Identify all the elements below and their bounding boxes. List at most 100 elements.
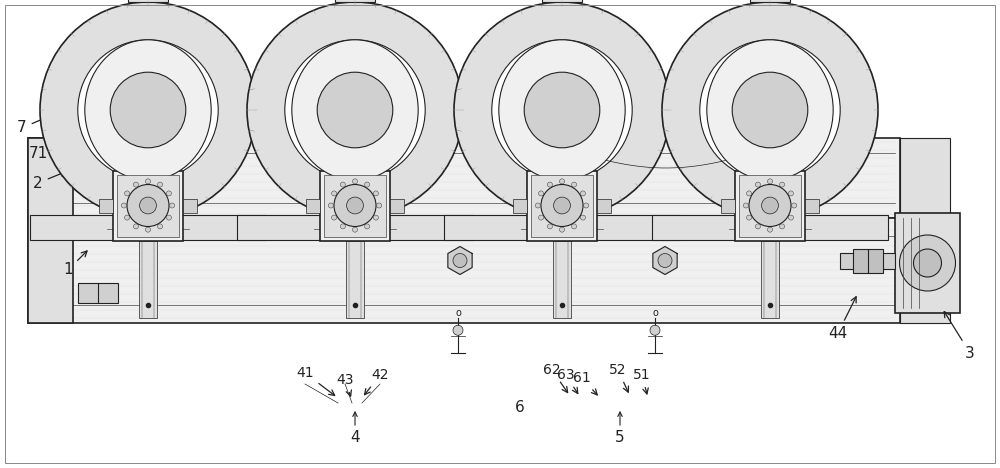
Circle shape — [454, 2, 670, 218]
Bar — [103, 220, 193, 238]
Ellipse shape — [499, 40, 625, 180]
Circle shape — [584, 203, 589, 208]
Circle shape — [158, 182, 163, 187]
Circle shape — [572, 224, 577, 229]
Circle shape — [580, 215, 585, 220]
Text: 43: 43 — [336, 373, 354, 396]
Circle shape — [166, 215, 171, 220]
Circle shape — [559, 227, 565, 232]
Text: 42: 42 — [365, 368, 389, 395]
Circle shape — [492, 40, 632, 180]
Circle shape — [110, 72, 186, 148]
Bar — [759, 143, 781, 238]
Text: 82: 82 — [765, 142, 785, 158]
Circle shape — [125, 215, 130, 220]
Circle shape — [166, 191, 171, 196]
Bar — [117, 175, 179, 236]
Bar — [852, 249, 883, 272]
Bar — [542, 0, 582, 2]
Circle shape — [352, 227, 358, 232]
Bar — [128, 0, 168, 2]
Circle shape — [140, 197, 156, 214]
Circle shape — [524, 72, 600, 148]
Circle shape — [755, 224, 760, 229]
Text: 61: 61 — [573, 371, 597, 395]
Circle shape — [539, 215, 544, 220]
Bar — [721, 198, 735, 212]
Text: 62: 62 — [543, 363, 568, 393]
Circle shape — [662, 2, 878, 218]
Circle shape — [170, 203, 175, 208]
Bar — [531, 175, 593, 236]
Text: o: o — [652, 308, 658, 318]
Bar — [78, 283, 118, 303]
Bar — [30, 215, 266, 240]
Circle shape — [373, 191, 378, 196]
Circle shape — [285, 40, 425, 180]
Bar — [513, 198, 527, 212]
Circle shape — [747, 215, 752, 220]
Bar — [137, 143, 159, 238]
Text: 41: 41 — [296, 366, 335, 395]
Text: 52: 52 — [609, 363, 628, 392]
Circle shape — [340, 224, 345, 229]
Bar — [312, 138, 398, 160]
Bar — [652, 215, 888, 240]
Circle shape — [121, 203, 126, 208]
Bar — [742, 206, 798, 218]
Bar — [553, 241, 571, 318]
Bar — [805, 198, 819, 212]
Circle shape — [732, 72, 808, 148]
Circle shape — [40, 2, 256, 218]
Circle shape — [547, 224, 552, 229]
Circle shape — [788, 191, 793, 196]
Bar — [597, 198, 611, 212]
Ellipse shape — [85, 40, 211, 180]
Bar — [900, 138, 950, 323]
Bar — [324, 175, 386, 236]
Circle shape — [541, 184, 583, 227]
Bar — [106, 138, 190, 160]
Circle shape — [125, 191, 130, 196]
Circle shape — [780, 182, 785, 187]
Bar — [527, 170, 597, 241]
Circle shape — [133, 224, 138, 229]
Bar — [28, 218, 900, 323]
Circle shape — [700, 40, 840, 180]
Circle shape — [535, 203, 540, 208]
Circle shape — [347, 197, 363, 214]
Circle shape — [365, 182, 370, 187]
Text: 4: 4 — [350, 431, 360, 446]
Circle shape — [332, 215, 337, 220]
Circle shape — [762, 197, 778, 214]
Circle shape — [334, 184, 376, 227]
Text: 44: 44 — [828, 297, 856, 341]
Circle shape — [365, 224, 370, 229]
Bar — [895, 213, 960, 313]
Text: o: o — [455, 308, 461, 318]
Circle shape — [158, 224, 163, 229]
Circle shape — [554, 197, 570, 214]
Circle shape — [755, 182, 760, 187]
Bar — [237, 215, 473, 240]
Circle shape — [572, 182, 577, 187]
Text: 63: 63 — [557, 368, 578, 394]
Text: 72: 72 — [52, 88, 104, 110]
Circle shape — [788, 215, 793, 220]
Circle shape — [547, 182, 552, 187]
Circle shape — [580, 191, 585, 196]
Bar — [28, 138, 73, 323]
Bar — [139, 241, 157, 318]
Circle shape — [914, 249, 942, 277]
Bar — [390, 198, 404, 212]
Text: 51: 51 — [633, 368, 651, 394]
Bar — [840, 253, 895, 269]
Circle shape — [900, 235, 956, 291]
Circle shape — [78, 40, 218, 180]
Bar — [551, 143, 573, 238]
Bar — [750, 0, 790, 2]
Ellipse shape — [707, 40, 833, 180]
Bar — [739, 175, 801, 236]
Text: 5: 5 — [615, 431, 625, 446]
Circle shape — [340, 182, 345, 187]
